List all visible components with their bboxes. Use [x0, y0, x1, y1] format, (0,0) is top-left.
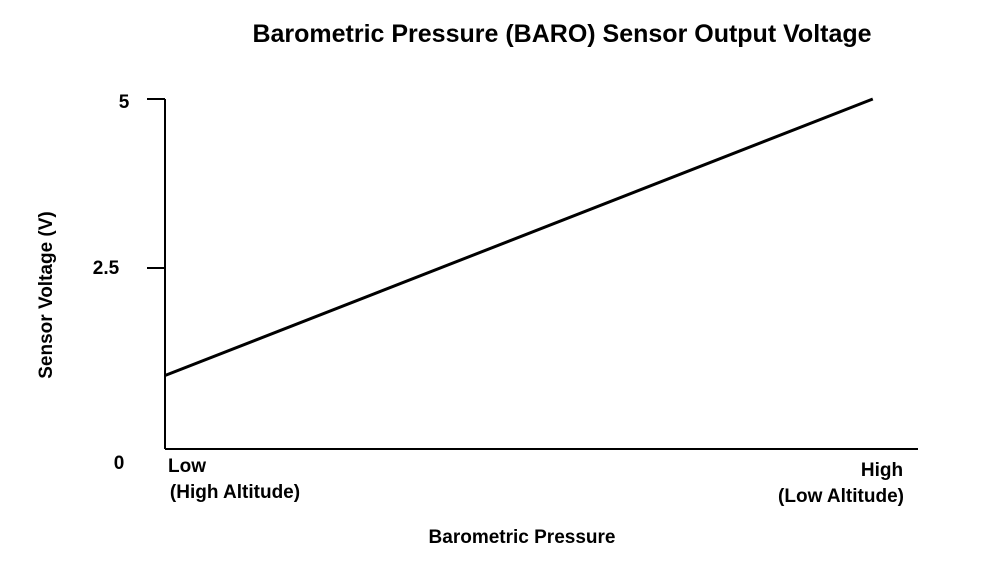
- x-tick-labels: Low (High Altitude) High (Low Altitude): [168, 456, 904, 507]
- y-tick-label: 0: [114, 453, 125, 474]
- x-axis-label: Barometric Pressure: [429, 527, 616, 548]
- y-tick-label: 5: [119, 92, 130, 113]
- y-tick-labels: 02.55: [93, 92, 130, 474]
- x-tick-label: (High Altitude): [170, 482, 300, 503]
- axes: [147, 98, 918, 450]
- x-tick-label: High: [861, 460, 903, 481]
- y-axis-label: Sensor Voltage (V): [36, 211, 57, 379]
- y-tick-label: 2.5: [93, 258, 120, 279]
- chart-title: Barometric Pressure (BARO) Sensor Output…: [252, 20, 871, 48]
- x-tick-label: (Low Altitude): [778, 486, 904, 507]
- series-line: [164, 97, 874, 377]
- series-layer: [164, 97, 874, 377]
- x-tick-label: Low: [168, 456, 206, 477]
